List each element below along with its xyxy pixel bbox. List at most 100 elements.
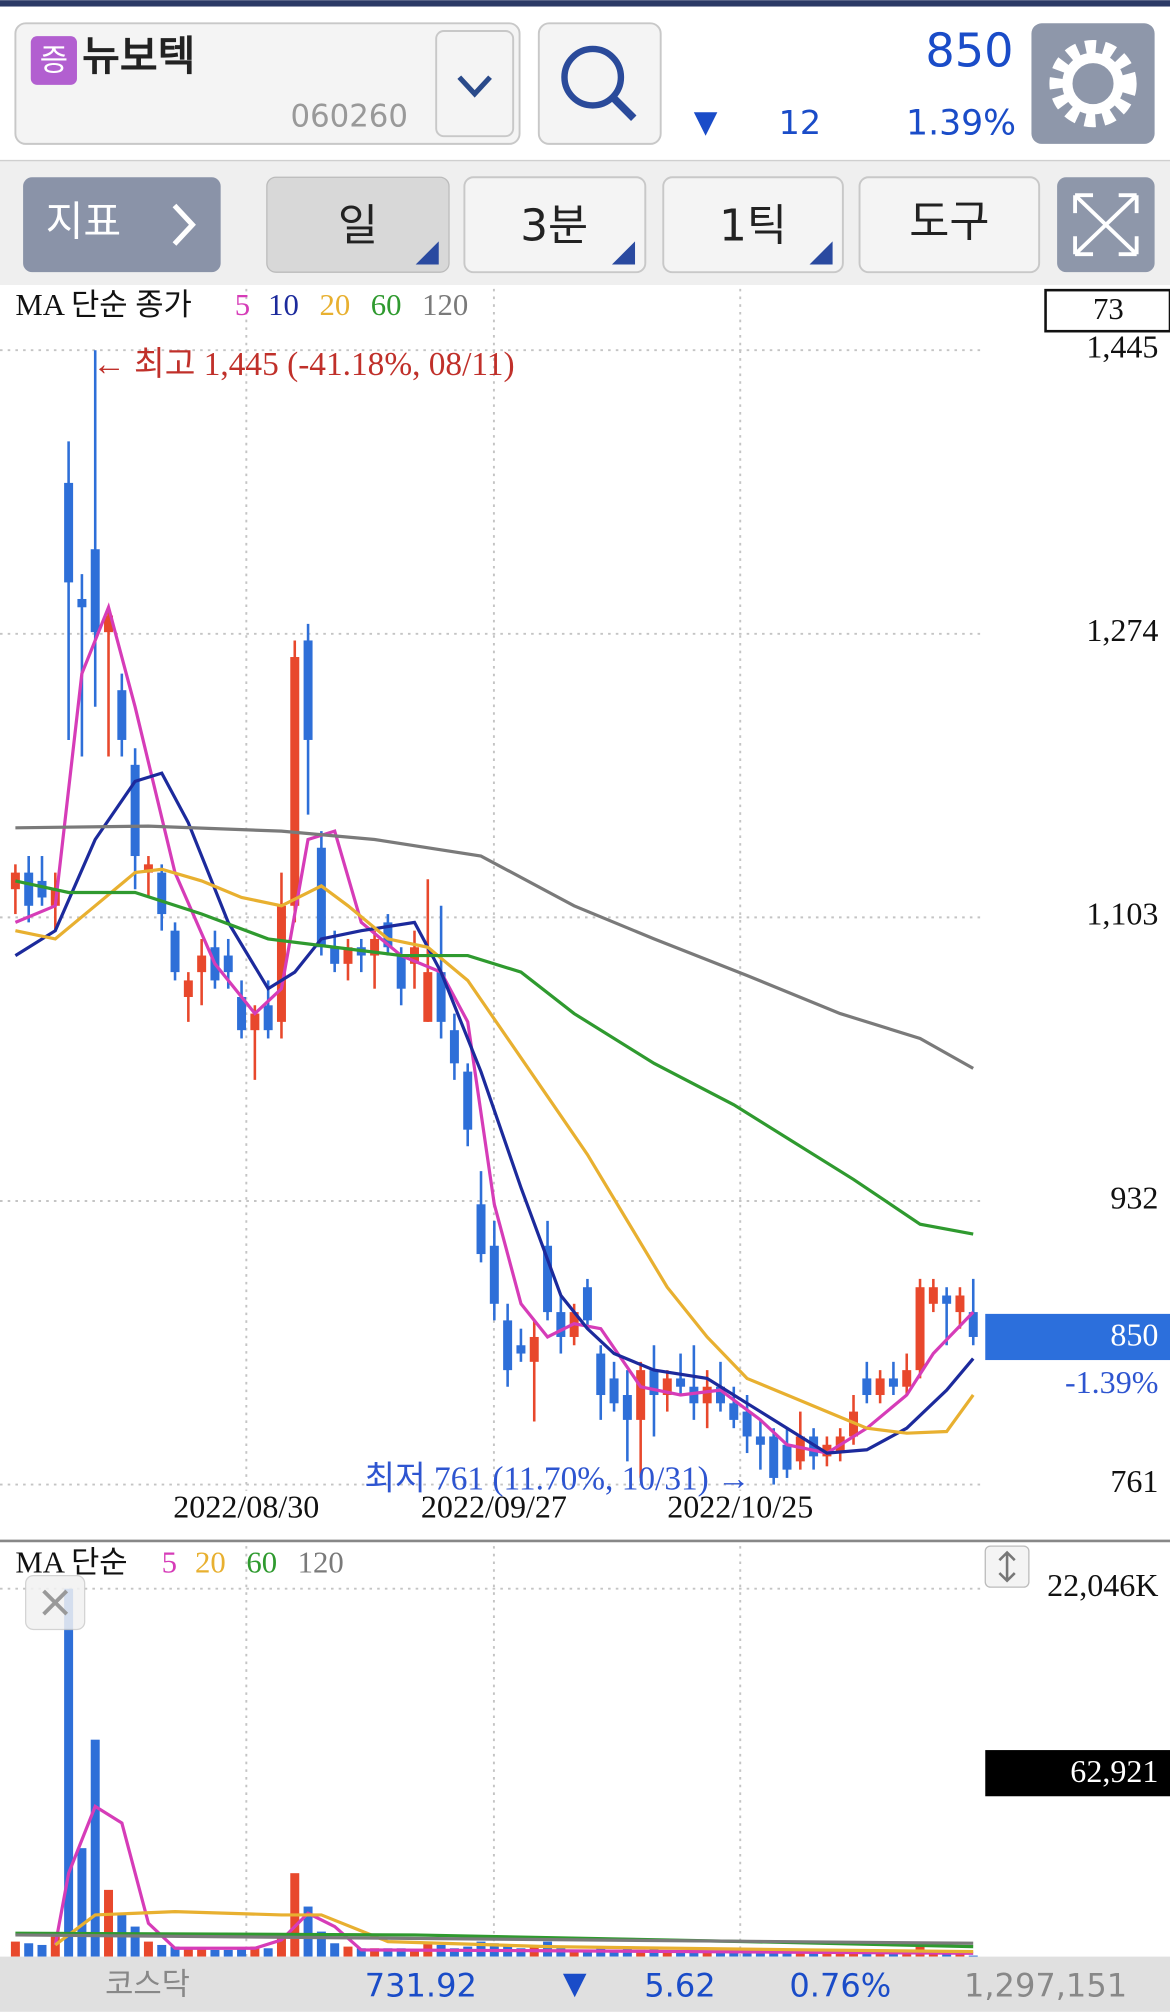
search-icon bbox=[561, 45, 625, 109]
volume-bar bbox=[609, 1949, 619, 1957]
legend-item: 10 bbox=[268, 288, 299, 322]
search-button[interactable] bbox=[537, 22, 662, 145]
dropdown-button[interactable] bbox=[435, 30, 515, 138]
market-volume: 1,297,151 bbox=[964, 1966, 1127, 2004]
volume-bar bbox=[223, 1949, 233, 1957]
candle-body bbox=[370, 938, 380, 956]
volume-bar bbox=[170, 1946, 180, 1957]
candle-body bbox=[396, 955, 406, 989]
volume-bar bbox=[10, 1941, 20, 1957]
legend-item: 120 bbox=[422, 288, 468, 322]
candle-body bbox=[516, 1345, 526, 1354]
y-tick-label: 1,445 bbox=[1086, 329, 1158, 365]
volume-bar bbox=[64, 1588, 74, 1957]
legend-item: 20 bbox=[195, 1545, 226, 1579]
volume-bar bbox=[822, 1951, 832, 1957]
candle-body bbox=[250, 1013, 260, 1031]
candle-body bbox=[143, 864, 153, 873]
legend-item: 60 bbox=[371, 288, 402, 322]
candle-body bbox=[862, 1378, 872, 1396]
candle-body bbox=[263, 1005, 273, 1031]
volume-bar bbox=[263, 1948, 273, 1957]
candle-body bbox=[662, 1378, 672, 1396]
chart-area bbox=[0, 285, 1170, 1957]
legend-item: 120 bbox=[298, 1545, 344, 1579]
candle-body bbox=[37, 880, 47, 898]
indicator-button[interactable] bbox=[23, 177, 221, 273]
volume-bar bbox=[755, 1951, 765, 1957]
chevron bbox=[172, 203, 196, 246]
candle-body bbox=[170, 930, 180, 973]
candle-body bbox=[902, 1370, 912, 1387]
last-price-label: 850 bbox=[1110, 1317, 1158, 1353]
candle-body bbox=[476, 1204, 486, 1255]
candle-body bbox=[330, 947, 340, 964]
tick-button[interactable] bbox=[662, 176, 844, 274]
tools-button[interactable] bbox=[858, 176, 1041, 274]
minute-label: 3분 bbox=[520, 202, 588, 252]
candle-body bbox=[436, 972, 446, 1022]
volume-last-label: 62,921 bbox=[1070, 1753, 1158, 1789]
volume-bar bbox=[729, 1951, 739, 1957]
volume-box bbox=[985, 1750, 1170, 1797]
corner bbox=[415, 241, 439, 265]
volume-bar bbox=[343, 1946, 353, 1957]
volume-legend-title: MA 단순 bbox=[15, 1545, 127, 1579]
y-tick-label: 932 bbox=[1110, 1179, 1158, 1215]
stock-name: 뉴보텍 bbox=[82, 32, 195, 80]
candle-body bbox=[942, 1295, 952, 1304]
candle-body bbox=[742, 1411, 752, 1437]
candle-body bbox=[715, 1386, 725, 1404]
candle-body bbox=[423, 972, 433, 1022]
low-annotation: 최저 761 (11.70%, 10/31) → bbox=[364, 1461, 750, 1498]
candle-body bbox=[104, 615, 114, 633]
volume-bar bbox=[143, 1941, 153, 1957]
y-tick-label: 1,274 bbox=[1086, 612, 1158, 648]
candle-body bbox=[157, 872, 167, 915]
candle-body bbox=[316, 847, 326, 948]
volume-bar bbox=[968, 1955, 978, 1957]
badge-text: 증 bbox=[40, 42, 68, 78]
volume-bar bbox=[104, 1889, 114, 1957]
volume-bar bbox=[662, 1951, 672, 1957]
volume-bar bbox=[835, 1951, 845, 1957]
volume-bar bbox=[702, 1951, 712, 1957]
volume-bar bbox=[90, 1739, 100, 1957]
resize-icon bbox=[998, 1550, 1016, 1583]
legend-title: MA 단순 종가 bbox=[15, 288, 191, 322]
candle-body bbox=[64, 482, 74, 583]
volume-bar bbox=[516, 1948, 526, 1957]
volume-bar bbox=[356, 1948, 366, 1957]
candle-body bbox=[676, 1378, 686, 1387]
ma-line bbox=[53, 1804, 974, 1955]
market-index: 731.92 bbox=[365, 1966, 477, 2004]
volume-tick-label: 22,046K bbox=[1047, 1567, 1158, 1603]
volume-bar bbox=[569, 1949, 579, 1957]
volume-bar bbox=[676, 1951, 686, 1957]
ma-line bbox=[15, 867, 975, 1435]
top-strip bbox=[0, 0, 1170, 7]
stock-box[interactable] bbox=[14, 22, 521, 145]
expand-icon bbox=[1073, 193, 1139, 257]
volume-bar bbox=[157, 1944, 167, 1957]
period-label: 일 bbox=[338, 202, 378, 252]
candle-body bbox=[582, 1287, 592, 1321]
candle-body bbox=[755, 1436, 765, 1445]
candle-body bbox=[543, 1245, 553, 1313]
volume-bar bbox=[37, 1944, 47, 1957]
candle-body bbox=[90, 549, 100, 633]
minute-button[interactable] bbox=[463, 176, 647, 274]
plot bbox=[10, 350, 978, 1957]
close-icon bbox=[42, 1589, 69, 1616]
volume-bar bbox=[130, 1926, 140, 1957]
volume-bar bbox=[809, 1951, 819, 1957]
tools-label: 도구 bbox=[909, 198, 989, 248]
volume-bar bbox=[250, 1946, 260, 1957]
top-box bbox=[1044, 288, 1170, 333]
last-price-box bbox=[985, 1313, 1170, 1361]
candle-body bbox=[649, 1370, 659, 1396]
ma-line bbox=[54, 1909, 974, 1954]
period-button[interactable] bbox=[266, 176, 450, 273]
volume-bar bbox=[582, 1949, 592, 1957]
